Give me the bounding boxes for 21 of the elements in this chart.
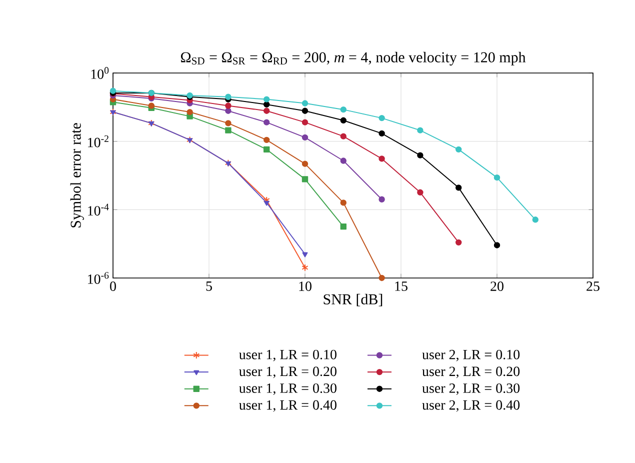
x-tick-label: 15	[395, 282, 408, 291]
x-axis-title: SNR [dB]	[324, 294, 382, 306]
x-tick-label: 10	[299, 282, 312, 291]
legend-label: user 2, LR = 0.20	[422, 366, 520, 378]
x-tick-label: 5	[206, 282, 212, 291]
x-tick-label: 20	[490, 282, 504, 291]
legend-label: user 2, LR = 0.10	[422, 350, 520, 362]
legend-label: user 1, LR = 0.40	[239, 400, 336, 412]
x-tick-label: 25	[586, 282, 600, 291]
chart-title: Ω$_{SD}$ = Ω$_{SR}$ = Ω$_{RD}$ = 200, m = 4, node velocity = 120 mph	[180, 52, 526, 66]
legend-label: user 1, LR = 0.20	[239, 366, 336, 378]
legend-label: user 2, LR = 0.30	[422, 383, 520, 395]
y-tick-label: 10$^{-6}$	[88, 272, 109, 284]
legend-label: user 1, LR = 0.10	[239, 350, 336, 362]
y-tick-label: 10$^{0}$	[91, 67, 109, 79]
legend-label: user 1, LR = 0.30	[239, 383, 336, 395]
legend-label: user 2, LR = 0.40	[422, 400, 520, 412]
y-tick-label: 10$^{-4}$	[88, 204, 109, 216]
y-tick-label: 10$^{-2}$	[88, 135, 108, 148]
x-tick-label: 0	[110, 282, 116, 291]
y-axis-title: Symbol error rate	[70, 123, 84, 228]
